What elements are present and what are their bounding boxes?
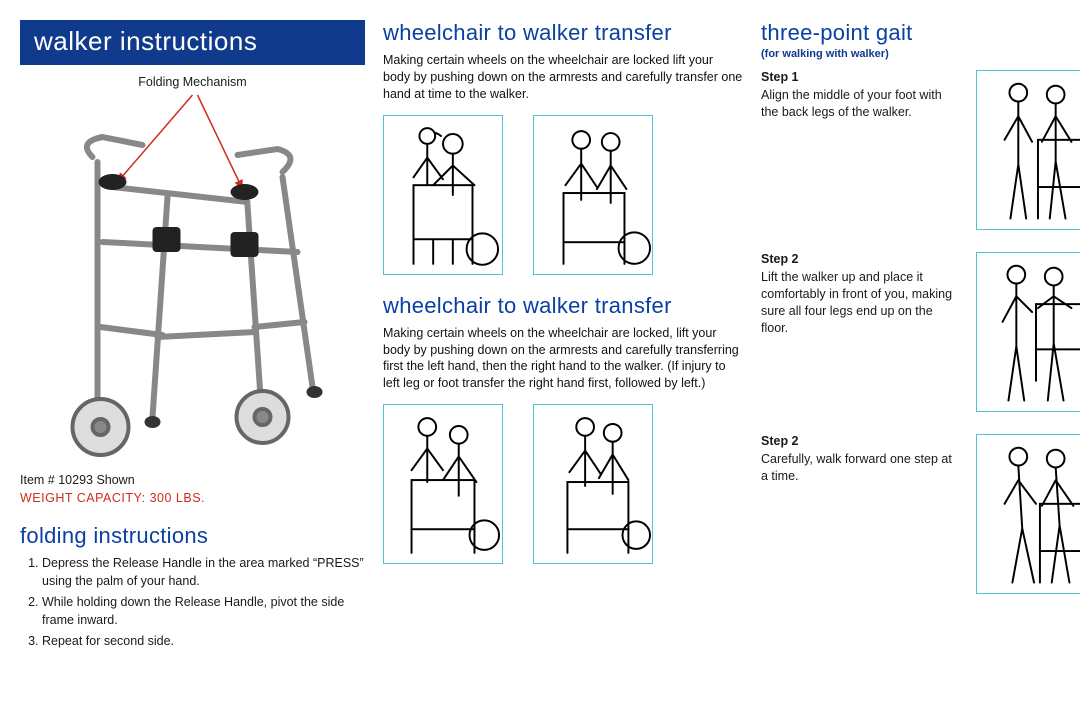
gait-illustration bbox=[976, 70, 1080, 230]
folding-title: folding instructions bbox=[20, 523, 365, 549]
transfer-illustration bbox=[383, 404, 503, 564]
left-column: walker instructions Folding Mechanism bbox=[20, 20, 365, 700]
gait-step-text: Step 2 Carefully, walk forward one step … bbox=[761, 434, 962, 485]
gait-subtitle: (for walking with walker) bbox=[761, 48, 1080, 60]
transfer1-illustrations bbox=[383, 115, 743, 275]
gait-step-text: Step 1 Align the middle of your foot wit… bbox=[761, 70, 962, 121]
step-body: Carefully, walk forward one step at a ti… bbox=[761, 451, 962, 485]
transfer1-title: wheelchair to walker transfer bbox=[383, 20, 743, 46]
step-label: Step 1 bbox=[761, 70, 962, 84]
transfer-illustration bbox=[533, 115, 653, 275]
gait-title: three-point gait bbox=[761, 20, 1080, 46]
walker-illustration bbox=[20, 77, 365, 467]
gait-step-text: Step 2 Lift the walker up and place it c… bbox=[761, 252, 962, 337]
instruction-sheet: walker instructions Folding Mechanism bbox=[0, 0, 1080, 720]
folding-steps-list: Depress the Release Handle in the area m… bbox=[20, 555, 365, 655]
gait-step-row: Step 2 Lift the walker up and place it c… bbox=[761, 252, 1080, 412]
gait-illustration bbox=[976, 252, 1080, 412]
step-body: Align the middle of your foot with the b… bbox=[761, 87, 962, 121]
step-body: Lift the walker up and place it comforta… bbox=[761, 269, 962, 337]
folding-step: Repeat for second side. bbox=[42, 633, 365, 651]
weight-capacity: WEIGHT CAPACITY: 300 LBS. bbox=[20, 491, 365, 505]
transfer2-body: Making certain wheels on the wheelchair … bbox=[383, 325, 743, 393]
transfer-illustration bbox=[383, 115, 503, 275]
step-label: Step 2 bbox=[761, 434, 962, 448]
main-title: walker instructions bbox=[34, 26, 257, 56]
folding-step: While holding down the Release Handle, p… bbox=[42, 594, 365, 629]
transfer-illustration bbox=[533, 404, 653, 564]
transfer2-illustrations bbox=[383, 404, 743, 564]
gait-step-row: Step 2 Carefully, walk forward one step … bbox=[761, 434, 1080, 594]
step-label: Step 2 bbox=[761, 252, 962, 266]
main-title-bar: walker instructions bbox=[20, 20, 365, 65]
gait-step-row: Step 1 Align the middle of your foot wit… bbox=[761, 70, 1080, 230]
gait-illustration bbox=[976, 434, 1080, 594]
item-note: Item # 10293 Shown bbox=[20, 473, 365, 487]
folding-step: Depress the Release Handle in the area m… bbox=[42, 555, 365, 590]
transfer2-title: wheelchair to walker transfer bbox=[383, 293, 743, 319]
middle-column: wheelchair to walker transfer Making cer… bbox=[383, 20, 743, 700]
pointer-label: Folding Mechanism bbox=[20, 75, 365, 89]
right-column: three-point gait (for walking with walke… bbox=[761, 20, 1080, 700]
walker-figure: Folding Mechanism bbox=[20, 77, 365, 467]
transfer1-body: Making certain wheels on the wheelchair … bbox=[383, 52, 743, 103]
